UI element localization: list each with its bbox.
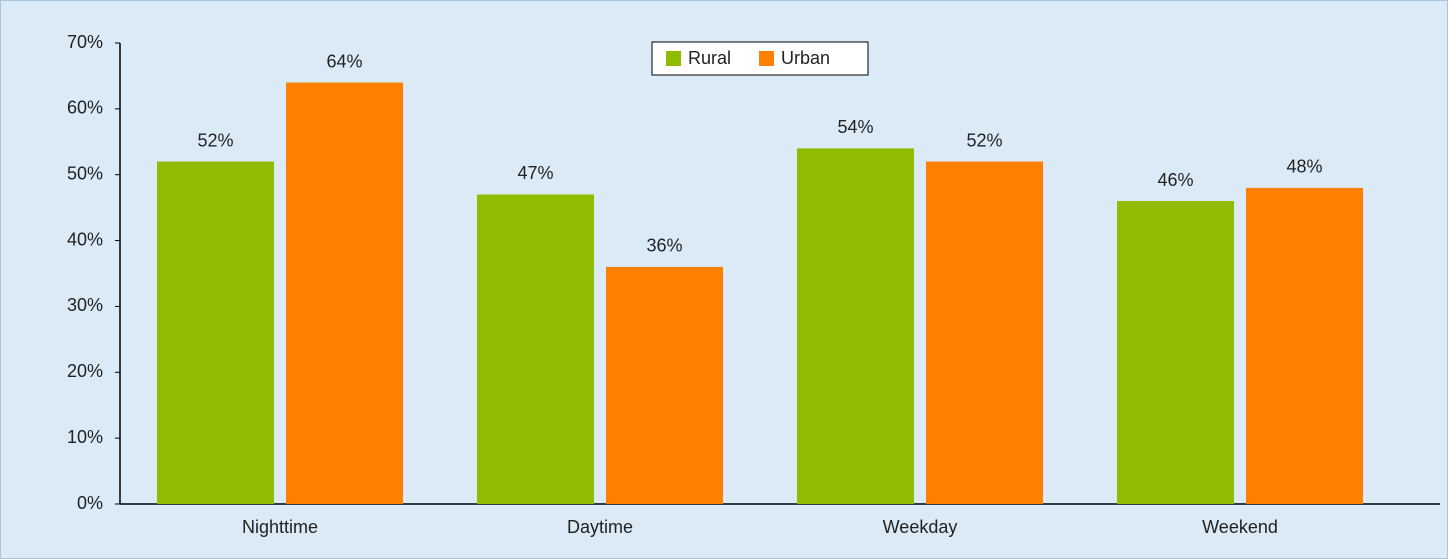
y-tick-label: 0% xyxy=(77,493,103,513)
value-label: 48% xyxy=(1286,157,1322,177)
bar xyxy=(157,161,274,505)
bar xyxy=(477,194,594,504)
y-tick-label: 40% xyxy=(67,229,103,249)
y-tick-label: 30% xyxy=(67,295,103,315)
y-tick-label: 20% xyxy=(67,361,103,381)
bar xyxy=(926,161,1043,505)
bar xyxy=(1246,187,1363,504)
y-tick-label: 50% xyxy=(67,163,103,183)
value-label: 46% xyxy=(1157,170,1193,190)
y-tick-label: 10% xyxy=(67,427,103,447)
x-tick-label: Daytime xyxy=(567,517,633,537)
bar xyxy=(797,148,914,504)
x-tick-label: Weekend xyxy=(1202,517,1278,537)
value-label: 36% xyxy=(646,236,682,256)
x-tick-label: Weekday xyxy=(883,517,958,537)
value-label: 47% xyxy=(517,163,553,183)
value-label: 64% xyxy=(326,51,362,71)
bar xyxy=(286,82,403,504)
bar xyxy=(1117,201,1234,505)
x-tick-label: Nighttime xyxy=(242,517,318,537)
legend-swatch xyxy=(666,51,681,66)
value-label: 54% xyxy=(837,117,873,137)
value-label: 52% xyxy=(197,130,233,150)
bar xyxy=(606,266,723,504)
y-tick-label: 60% xyxy=(67,98,103,118)
y-tick-label: 70% xyxy=(67,32,103,52)
legend-swatch xyxy=(759,51,775,66)
legend-label: Rural xyxy=(688,48,731,68)
value-label: 52% xyxy=(966,130,1002,150)
legend-label: Urban xyxy=(781,48,830,68)
